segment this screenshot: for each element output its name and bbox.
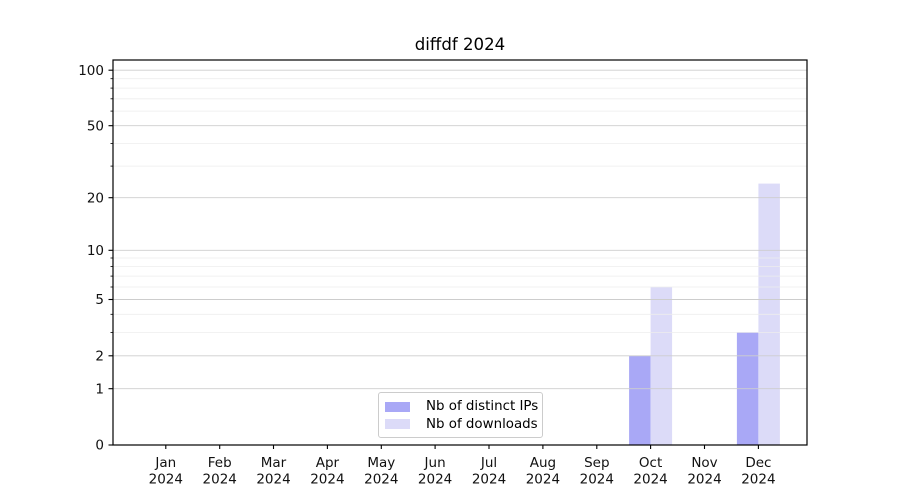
x-tick-label: May 2024 [364, 455, 398, 488]
chart-title: diffdf 2024 [414, 35, 506, 54]
legend: Nb of distinct IPs Nb of downloads [378, 392, 543, 438]
bar-downloads-oct [650, 287, 673, 445]
x-tick-label: Oct 2024 [633, 455, 667, 488]
x-tick-label: Feb 2024 [203, 455, 237, 488]
x-tick-label: Jan 2024 [149, 455, 183, 488]
x-tick-label: Aug 2024 [526, 455, 560, 488]
y-tick-label: 50 [87, 118, 104, 134]
legend-swatch-distinct-ips [385, 401, 410, 412]
y-tick-label: 100 [78, 63, 104, 79]
x-tick-label: Dec 2024 [741, 455, 775, 488]
legend-label-distinct-ips: Nb of distinct IPs [426, 399, 539, 415]
plot-border [112, 59, 808, 446]
x-tick-label: Nov 2024 [687, 455, 721, 488]
legend-item-downloads: Nb of downloads [385, 416, 538, 434]
x-tick-label: Sep 2024 [580, 455, 614, 488]
y-tick-label: 2 [95, 349, 104, 365]
legend-item-distinct-ips: Nb of distinct IPs [385, 398, 538, 416]
y-tick-label: 1 [95, 381, 104, 397]
y-tick-label: 20 [87, 190, 104, 206]
x-tick-label: Jun 2024 [418, 455, 452, 488]
legend-label-downloads: Nb of downloads [426, 416, 538, 432]
y-tick-label: 10 [87, 243, 104, 259]
legend-swatch-downloads [385, 419, 410, 430]
y-tick-label: 5 [95, 292, 104, 308]
x-tick-label: Mar 2024 [256, 455, 290, 488]
x-tick-label: Jul 2024 [472, 455, 506, 488]
bar-distinct-ips-oct [629, 355, 651, 445]
y-tick-label: 0 [95, 438, 104, 454]
x-tick-label: Apr 2024 [310, 455, 344, 488]
